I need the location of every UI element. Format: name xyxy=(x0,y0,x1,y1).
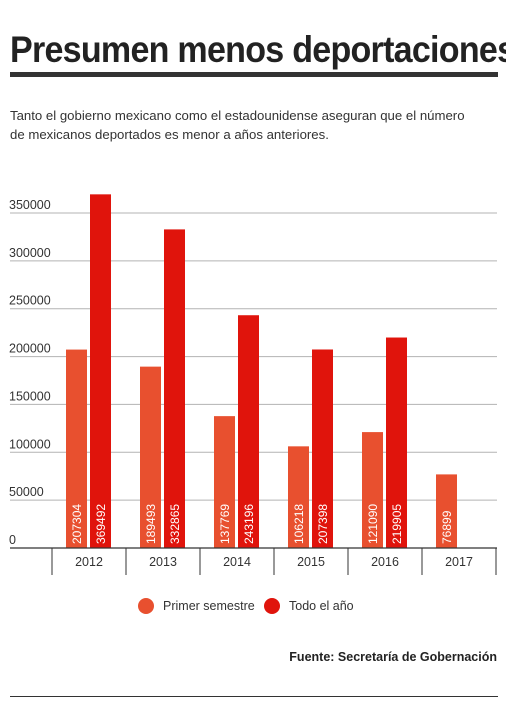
y-tick-label: 300000 xyxy=(9,246,51,260)
bar-todo-el-ano-2012 xyxy=(90,194,111,548)
chart-title: Presumen menos deportaciones xyxy=(10,29,506,70)
y-tick-label: 0 xyxy=(9,533,16,547)
x-tick-label: 2012 xyxy=(75,555,103,569)
bar-primer-semestre-2015 xyxy=(288,446,309,548)
bar-todo-el-ano-2014 xyxy=(238,315,259,548)
x-tick-label: 2013 xyxy=(149,555,177,569)
bar-data-label: 243196 xyxy=(242,504,256,544)
y-tick-label: 350000 xyxy=(9,198,51,212)
bar-todo-el-ano-2013 xyxy=(164,229,185,548)
bar-data-label: 207304 xyxy=(70,504,84,544)
y-tick-label: 100000 xyxy=(9,437,51,451)
bar-data-label: 332865 xyxy=(168,504,182,544)
bar-data-label: 219905 xyxy=(390,504,404,544)
bar-data-label: 76899 xyxy=(440,510,454,544)
legend-swatch-primer-semestre xyxy=(138,598,154,614)
bottom-divider xyxy=(10,696,498,697)
legend-swatch-todo-el-ano xyxy=(264,598,280,614)
legend-label-todo-el-ano: Todo el año xyxy=(289,599,354,613)
legend-label-primer-semestre: Primer semestre xyxy=(163,599,255,613)
title-divider xyxy=(10,72,498,77)
bar-data-label: 207398 xyxy=(316,504,330,544)
chart-subtitle: Tanto el gobierno mexicano como el estad… xyxy=(10,108,465,142)
source-note: Fuente: Secretaría de Gobernación xyxy=(289,650,497,664)
bar-data-label: 137769 xyxy=(218,504,232,544)
bar-data-label: 369492 xyxy=(94,504,108,544)
legend-item-todo-el-ano: Todo el año xyxy=(264,598,354,614)
bar-primer-semestre-2012 xyxy=(66,349,87,548)
bar-primer-semestre-2014 xyxy=(214,416,235,548)
legend-item-primer-semestre: Primer semestre xyxy=(138,598,255,614)
x-tick-label: 2014 xyxy=(223,555,251,569)
bar-data-label: 189493 xyxy=(144,504,158,544)
bar-todo-el-ano-2015 xyxy=(312,349,333,548)
bar-primer-semestre-2013 xyxy=(140,366,161,548)
bar-data-label: 121090 xyxy=(366,504,380,544)
x-tick-label: 2016 xyxy=(371,555,399,569)
bar-todo-el-ano-2016 xyxy=(386,337,407,548)
y-tick-label: 250000 xyxy=(9,294,51,308)
legend: Primer semestre Todo el año xyxy=(0,598,506,618)
y-tick-label: 200000 xyxy=(9,342,51,356)
x-tick-label: 2017 xyxy=(445,555,473,569)
y-tick-label: 150000 xyxy=(9,389,51,403)
bar-primer-semestre-2017 xyxy=(436,474,457,548)
bar-data-label: 106218 xyxy=(292,504,306,544)
bar-primer-semestre-2016 xyxy=(362,432,383,548)
bar-chart: 0 50000 100000 150000 200000 250000 300000 3500… xyxy=(9,194,497,575)
y-tick-label: 50000 xyxy=(9,485,44,499)
x-tick-label: 2015 xyxy=(297,555,325,569)
